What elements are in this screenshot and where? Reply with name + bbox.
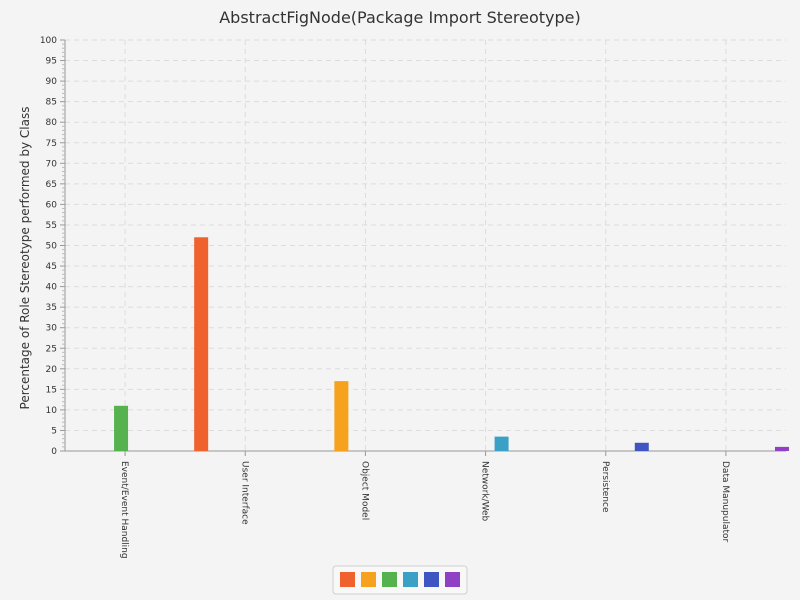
y-tick-label: 90 — [46, 77, 58, 87]
y-tick-label: 15 — [46, 385, 57, 395]
y-tick-label: 5 — [51, 426, 57, 436]
y-tick-label: 60 — [46, 200, 58, 210]
gridlines — [65, 39, 786, 451]
y-tick-label: 0 — [51, 447, 57, 457]
bar — [494, 436, 509, 451]
legend-swatch — [445, 572, 460, 587]
y-tick-label: 50 — [46, 242, 58, 252]
chart-title: AbstractFigNode(Package Import Stereotyp… — [219, 8, 581, 27]
y-tick-label: 20 — [46, 365, 58, 375]
x-category-label: Event/Event Handling — [119, 461, 129, 559]
legend-swatch — [340, 572, 355, 587]
y-tick-label: 95 — [46, 57, 57, 67]
y-axis-ticks: 0 5 10 15 20 25 30 35 40 45 50 55 60 65 70 75 80 85 90 95 10… — [40, 36, 65, 457]
y-tick-label: 10 — [46, 406, 58, 416]
legend-swatch — [382, 572, 397, 587]
x-category-label: Object Model — [359, 461, 369, 520]
legend-swatch — [424, 572, 439, 587]
y-tick-label: 45 — [46, 262, 57, 272]
legend — [332, 565, 468, 595]
y-tick-label: 30 — [46, 324, 58, 334]
legend-swatch — [403, 572, 418, 587]
x-category-label: User Interface — [239, 461, 249, 525]
x-axis-categories: Event/Event Handling User Interface Object… — [119, 451, 730, 559]
x-category-label: Network/Web — [480, 461, 490, 522]
bars — [114, 237, 789, 451]
y-tick-label: 40 — [46, 283, 58, 293]
legend-swatch — [361, 572, 376, 587]
y-tick-label: 85 — [46, 98, 57, 108]
bar — [634, 442, 649, 451]
y-tick-label: 70 — [46, 159, 58, 169]
y-axis-label: Percentage of Role Stereotype performed … — [18, 107, 32, 410]
bar — [334, 381, 349, 451]
y-tick-label: 100 — [40, 36, 57, 46]
x-category-label: Persistence — [600, 461, 610, 513]
y-tick-label: 35 — [46, 303, 57, 313]
y-tick-label: 55 — [46, 221, 57, 231]
y-tick-label: 65 — [46, 180, 57, 190]
y-tick-label: 25 — [46, 344, 57, 354]
bar — [194, 237, 209, 451]
bar — [114, 405, 129, 451]
y-tick-label: 80 — [46, 118, 58, 128]
bar — [774, 446, 789, 451]
y-tick-label: 75 — [46, 139, 57, 149]
x-category-label: Data Manupulator — [720, 461, 730, 543]
